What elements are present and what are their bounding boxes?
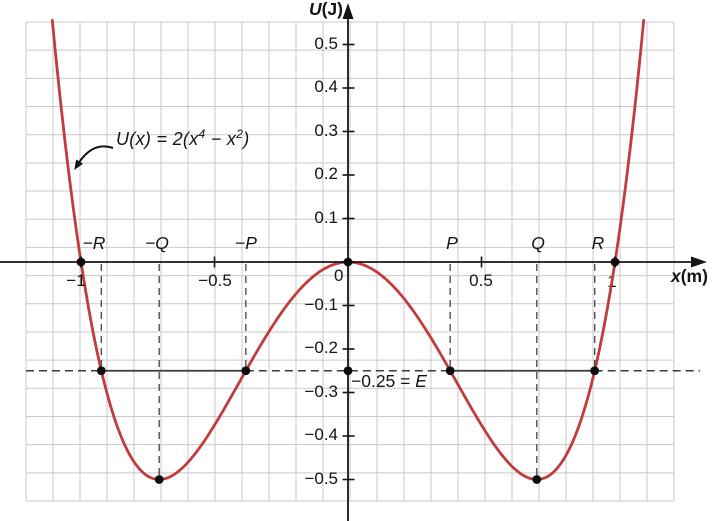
y-axis-title: U(J) [308,0,343,19]
x-axis-symbol: x [671,266,681,286]
point-label-q: Q [531,233,545,253]
y-tick-label: 0.3 [314,121,338,140]
y-tick-label: −0.5 [304,469,338,488]
y-tick-label: 0.5 [314,34,338,53]
axes [0,3,707,521]
equation-exponent: 2 [236,127,244,141]
guide-lines [100,264,596,480]
y-tick-label: 0.2 [314,164,338,183]
y-tick-label: −0.2 [304,338,338,357]
y-axis-unit: (J) [321,0,343,19]
x-axis-unit: (m) [680,266,708,286]
x-tick-label: −1 [66,271,86,290]
y-axis-symbol: U [308,0,322,19]
point-label-r: R [591,233,605,253]
y-tick-label: 0.4 [314,77,338,96]
point-label-neg-q: −Q [145,233,169,253]
y-tick-label: −0.4 [304,425,338,444]
equation-exponent: 4 [198,127,206,141]
equation-text: U(x) = 2(x [116,129,199,149]
point-label-neg-r: −R [82,233,106,253]
y-tick-label: −0.3 [304,382,338,401]
energy-value: −0.25 = [351,371,416,391]
y-tick-label: 0.1 [314,208,338,227]
point-label-p: P [446,233,458,253]
point-label-neg-p: −P [235,233,257,253]
energy-symbol: E [415,371,427,391]
marked-points [76,257,620,484]
x-axis-title: x(m) [671,266,708,286]
equation-text: − x [205,129,237,149]
equation-arrow [74,145,114,170]
energy-level-label: −0.25 = E [351,371,427,391]
y-tick-label: −0.1 [304,295,338,314]
origin-label: 0 [334,266,344,285]
equation-text: ) [243,129,250,149]
x-tick-label: 0.5 [469,271,493,290]
x-tick-label: −0.5 [198,271,232,290]
curve-equation-label: U(x) = 2(x4 − x2) [116,128,250,148]
